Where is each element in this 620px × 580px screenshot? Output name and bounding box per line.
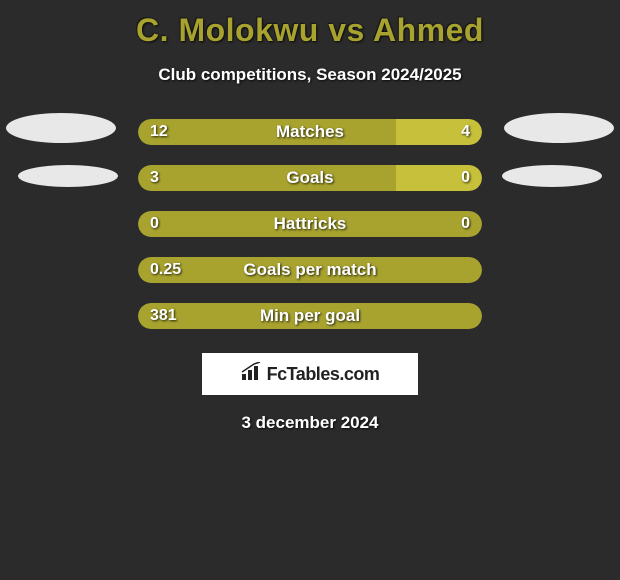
subtitle: Club competitions, Season 2024/2025 [158, 65, 461, 85]
bar-segment-right [396, 119, 482, 145]
stat-row: 0Hattricks0 [0, 211, 620, 237]
attribution-text: FcTables.com [267, 364, 380, 385]
chart-bars-icon [241, 362, 263, 387]
player-slot-right [504, 113, 614, 143]
stat-bar: 3Goals0 [138, 165, 482, 191]
player-slot-left [6, 113, 116, 143]
stat-row: 381Min per goal [0, 303, 620, 329]
bar-segment-right [396, 165, 482, 191]
stat-row: 0.25Goals per match [0, 257, 620, 283]
bar-segment-left [138, 165, 396, 191]
stat-row: 3Goals0 [0, 165, 620, 191]
bar-segment-left [138, 257, 482, 283]
page-title: C. Molokwu vs Ahmed [136, 12, 484, 49]
stat-row: 12Matches4 [0, 119, 620, 145]
player-slot-right [502, 165, 602, 187]
bar-segment-left [138, 303, 482, 329]
player-slot-left [18, 165, 118, 187]
bar-segment-left [138, 211, 482, 237]
stat-bar: 0.25Goals per match [138, 257, 482, 283]
stat-bar: 12Matches4 [138, 119, 482, 145]
bar-segment-left [138, 119, 396, 145]
attribution-badge: FcTables.com [202, 353, 418, 395]
stat-bar: 0Hattricks0 [138, 211, 482, 237]
date-label: 3 december 2024 [241, 413, 378, 433]
stat-bar: 381Min per goal [138, 303, 482, 329]
comparison-card: C. Molokwu vs Ahmed Club competitions, S… [0, 0, 620, 433]
stats-list: 12Matches4 3Goals0 0Hattricks0 0.25Goals pe… [0, 119, 620, 329]
